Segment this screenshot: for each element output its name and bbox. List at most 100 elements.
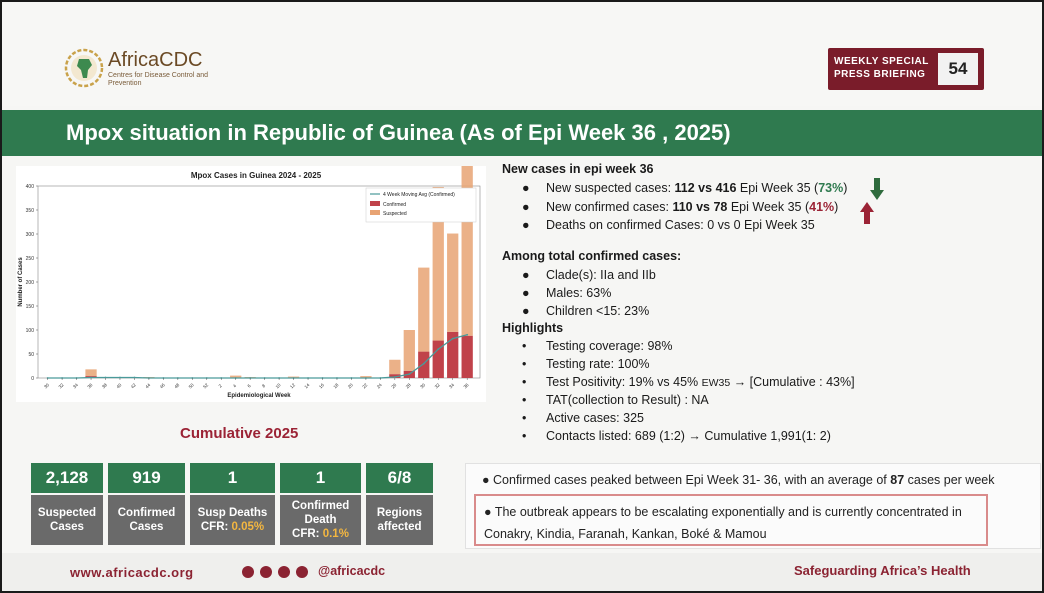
instagram-icon[interactable] [296,566,308,578]
x-tick-label: 36 [463,382,470,389]
stat-confirmed-cases: 919 Confirmed Cases [108,463,185,545]
cumulative-stats: 2,128 Suspected Cases 919 Confirmed Case… [31,463,435,545]
deaths-item: ● Deaths on confirmed Cases: 0 vs 0 Epi W… [522,218,815,232]
legend-swatch-confirmed [370,201,380,206]
stat-label: Susp Deaths CFR: 0.05% [190,495,275,545]
new-confirmed-item: ● New confirmed cases: 110 vs 78 Epi Week… [522,200,839,214]
title-bar: Mpox situation in Republic of Guinea (As… [2,110,1042,156]
bar-confirmed [389,374,401,378]
bar-confirmed [447,331,459,378]
point-moving-avg [393,376,396,378]
point-moving-avg [90,376,92,379]
testing-rate-item: • Testing rate: 100% [522,357,650,371]
clade-item: ● Clade(s): IIa and IIb [522,268,656,282]
website-link[interactable]: www.africacdc.org [70,565,194,580]
cfr-value: 0.1% [322,528,349,540]
logo-subtitle: Centres for Disease Control and Preventi… [108,72,208,87]
x-tick-label: 38 [101,382,108,389]
y-tick-label: 50 [28,352,34,358]
chart-title: Mpox Cases in Guinea 2024 - 2025 [191,171,322,180]
stat-suspected-cases: 2,128 Suspected Cases [31,463,103,545]
stat-label-line: Regions [376,507,423,519]
stat-label-line: CFR: 0.1% [280,527,361,541]
stat-value: 1 [190,463,275,493]
stat-label-line: Confirmed [117,507,176,519]
x-tick-label: 18 [332,382,339,389]
arrow-up-icon [860,202,874,224]
point-moving-avg [104,376,107,379]
x-tick-label: 6 [246,383,252,389]
stat-value: 919 [108,463,185,493]
new-suspected-item: ● New suspected cases: 112 vs 416 Epi Wee… [522,181,848,195]
x-tick-label: 52 [202,382,209,389]
stat-label-line: Cases [50,521,84,533]
y-tick-label: 300 [26,232,35,238]
peak-note: ● Confirmed cases peaked between Epi Wee… [482,473,995,487]
stat-label: Confirmed Death CFR: 0.1% [280,495,361,545]
x-tick-label: 34 [72,382,79,389]
point-moving-avg [451,337,454,340]
x-tick-label: 22 [361,382,368,389]
stat-label-line: Death [304,514,337,526]
y-tick-label: 250 [26,256,35,262]
x-tick-label: 14 [303,382,310,389]
x-tick-label: 30 [419,382,426,389]
x-tick-label: 30 [43,382,50,389]
bar-suspected [432,186,444,341]
stat-susp-deaths: 1 Susp Deaths CFR: 0.05% [190,463,275,545]
page-title: Mpox situation in Republic of Guinea (As… [66,120,731,145]
brand-bar: AfricaCDC Centres for Disease Control an… [2,2,1042,106]
legend-label-moving-avg: 4 Week Moving Avg (Confirmed) [383,192,455,198]
bar-suspected [85,369,97,377]
stat-value: 6/8 [366,463,433,493]
x-tick-label: 20 [347,382,354,389]
highlights-heading: Highlights [502,321,564,335]
point-moving-avg [119,376,121,379]
stat-label: Regions affected [366,495,433,545]
males-item: ● Males: 63% [522,286,612,300]
stat-label-line: Suspected [37,507,97,519]
contacts-item: • Contacts listed: 689 (1:2) → Cumulative… [522,429,831,443]
point-moving-avg [133,376,136,379]
active-cases-item: • Active cases: 325 [522,411,644,425]
x-tick-label: 24 [376,382,383,389]
line-moving-avg [47,334,468,379]
x-tick-label: 4 [232,383,238,389]
africacdc-logo: AfricaCDC Centres for Disease Control an… [64,48,214,92]
legend-label-confirmed: Confirmed [383,202,406,208]
x-tick-label: 36 [86,382,93,389]
bar-suspected [230,375,242,378]
legend-swatch-suspected [370,210,380,215]
footer: www.africacdc.org @africacdc Safeguardin… [2,553,1042,591]
legend-label-suspected: Suspected [383,211,407,217]
logo-emblem-icon [64,48,104,88]
y-tick-label: 200 [26,280,35,286]
y-axis: 0 50 100 150 200 250 300 350 400 [26,184,38,382]
testing-coverage-item: • Testing coverage: 98% [522,339,673,353]
cfr-prefix: CFR: [292,528,323,540]
bar-confirmed [461,335,473,378]
cumulative-title: Cumulative 2025 [180,425,299,442]
x-icon[interactable] [242,566,254,578]
stat-label-line: Cases [129,521,164,533]
x-tick-label: 28 [405,382,412,389]
y-tick-label: 100 [26,328,35,334]
bar-suspected [389,359,401,375]
youtube-icon[interactable] [278,566,290,578]
x-tick-label: 32 [58,382,65,389]
x-tick-label: 26 [390,382,397,389]
x-tick-label: 42 [130,382,137,389]
escalation-highlight-box: ● The outbreak appears to be escalating … [474,494,988,546]
bar-suspected [447,233,459,332]
briefing-label: WEEKLY SPECIAL PRESS BRIEFING [834,56,929,80]
x-tick-label: 34 [448,382,455,389]
y-tick-label: 150 [26,304,35,310]
x-tick-label: 8 [261,383,267,389]
facebook-icon[interactable] [260,566,272,578]
cfr-value: 0.05% [231,521,265,533]
x-tick-label: 40 [115,382,122,389]
social-handle: @africacdc [318,564,386,578]
stat-label: Confirmed Cases [108,495,185,545]
chart-legend: 4 Week Moving Avg (Confirmed) Confirmed … [365,187,477,223]
